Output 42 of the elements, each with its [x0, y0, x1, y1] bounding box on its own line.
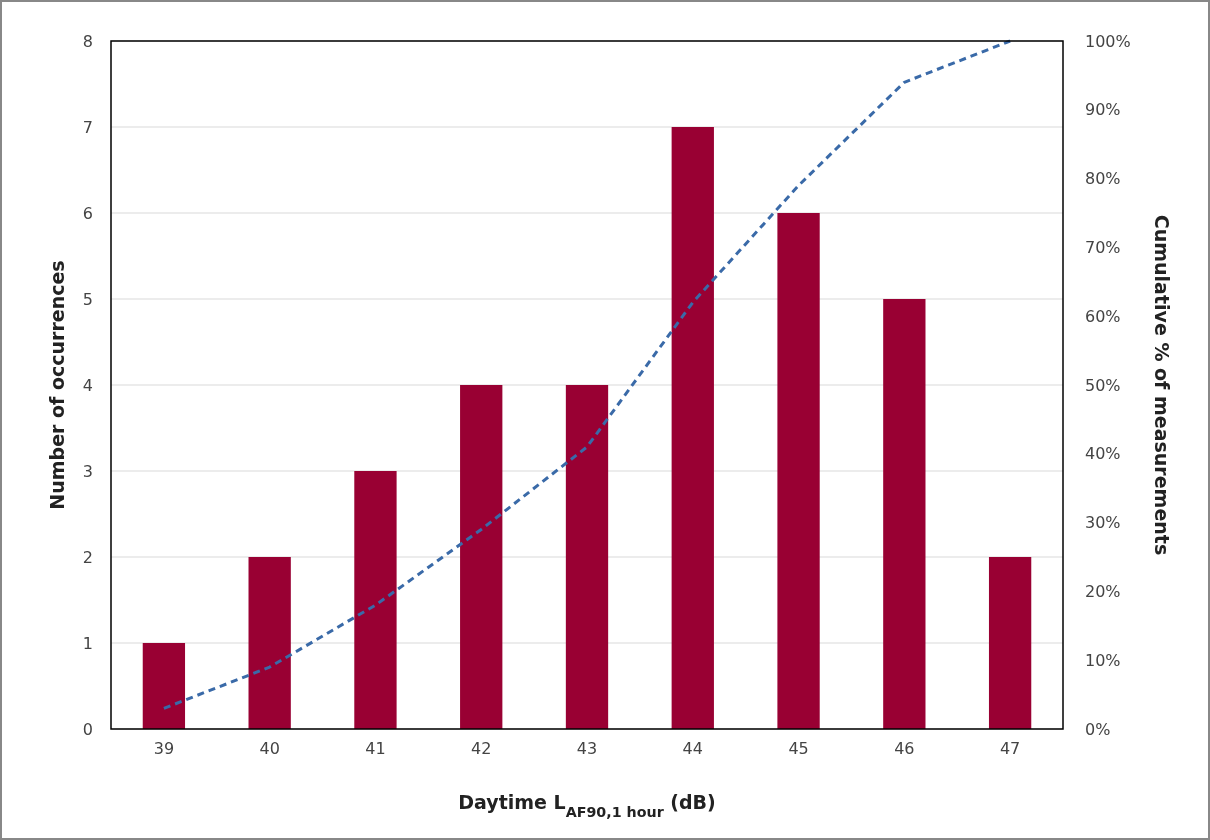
line-series [162, 39, 1012, 710]
y2-tick-label: 30% [1085, 513, 1121, 533]
x-tick-label: 42 [471, 739, 492, 759]
y-tick-label: 2 [82, 547, 93, 567]
y-axis-title: Number of occurrences [46, 260, 68, 510]
x-tick-label: 44 [682, 739, 703, 759]
x-tick-label: 41 [365, 739, 386, 759]
y2-tick-label: 90% [1085, 100, 1121, 120]
bar [142, 643, 186, 729]
y-tick-label: 0 [82, 719, 93, 739]
y-tick-label: 3 [82, 461, 93, 481]
bar [671, 127, 714, 729]
y-tick-label: 5 [82, 289, 93, 309]
y-tick-label: 1 [82, 633, 93, 653]
y2-tick-label: 10% [1085, 650, 1121, 670]
y2-tick-label: 50% [1085, 375, 1121, 395]
bar [988, 557, 1032, 729]
y-tick-label: 8 [82, 31, 93, 51]
bar [565, 385, 609, 729]
y2-axis-title: Cumulative % of measurements [1151, 214, 1173, 556]
y-tick-label: 4 [82, 375, 93, 395]
y2-tick-label: 40% [1085, 444, 1121, 464]
y2-tick-label: 0% [1085, 719, 1111, 739]
y2-tick-label: 60% [1085, 306, 1121, 326]
y2-tick-label: 20% [1085, 582, 1121, 602]
bar [248, 557, 291, 729]
y-tick-label: 7 [82, 117, 93, 137]
x-tick-label: 46 [894, 739, 915, 759]
bar [883, 299, 926, 729]
x-tick-label: 45 [788, 739, 809, 759]
x-tick-label: 39 [153, 739, 175, 759]
y2-tick-label: 100% [1085, 31, 1131, 51]
x-tick-label: 40 [259, 739, 280, 759]
x-axis-title: Daytime L$_{AF90,1 hour}$ (dB) [458, 791, 716, 820]
x-tick-label: 47 [999, 739, 1021, 759]
y2-tick-label: 70% [1085, 238, 1121, 258]
bar [777, 213, 820, 729]
y2-tick-label: 80% [1085, 169, 1121, 189]
x-tick-label: 43 [576, 739, 598, 759]
y-tick-label: 6 [82, 203, 93, 223]
bar [354, 471, 397, 729]
bar [460, 385, 503, 729]
